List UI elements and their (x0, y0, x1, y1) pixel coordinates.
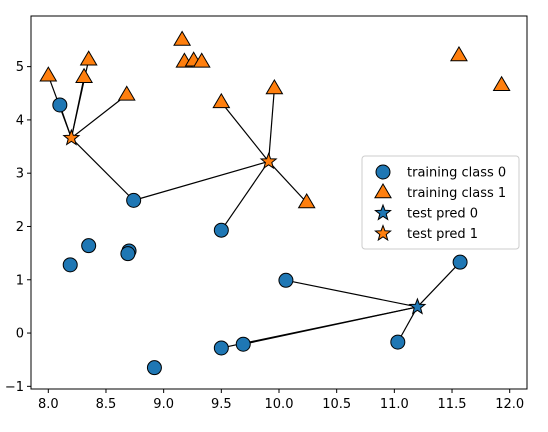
training-class-1-point (75, 67, 94, 84)
legend-training-class-1-marker (374, 183, 392, 199)
training-class-1-point (297, 193, 316, 209)
training-class-0-point (278, 272, 294, 288)
neighbor-line (268, 161, 308, 203)
x-tick-label: 9.5 (211, 397, 232, 412)
neighbor-lines-layer (47, 59, 461, 349)
legend-test-pred-0-marker (374, 203, 392, 221)
x-tick-label: 12.0 (495, 397, 524, 412)
training-class-0-point (213, 222, 229, 238)
neighbor-line (416, 261, 461, 308)
neighbor-line (221, 306, 418, 349)
x-tick-label: 10.5 (322, 397, 351, 412)
legend-test-pred-1-label: test pred 1 (407, 227, 478, 242)
training-class-1-point (192, 52, 211, 68)
training-class-0-point (81, 238, 97, 254)
training-class-1-point (173, 30, 192, 46)
training-class-0-point (213, 340, 229, 356)
training-class-0-point (126, 192, 142, 208)
x-tick-label: 8.0 (38, 397, 59, 412)
legend: training class 0 training class 1 test pre… (361, 155, 520, 250)
data-points-layer (39, 30, 511, 376)
training-class-0-point (146, 360, 162, 376)
neighbor-line (285, 279, 418, 308)
y-tick-label: 0 (16, 327, 24, 342)
x-axis: 8.0 8.5 9.0 9.5 10.0 10.5 11.0 11.5 12.0 (38, 389, 524, 412)
legend-training-class-0-label: training class 0 (407, 166, 506, 181)
x-tick-label: 8.5 (96, 397, 117, 412)
legend-test-pred-0-label: test pred 0 (407, 207, 478, 222)
legend-training-class-0-marker (375, 164, 391, 180)
training-class-1-point (117, 85, 136, 101)
training-class-0-point (120, 246, 136, 262)
training-class-1-point (265, 78, 284, 95)
legend-box (361, 155, 520, 250)
neighbor-line (70, 137, 135, 201)
neighbor-line (268, 88, 275, 162)
training-class-0-point (452, 254, 468, 270)
training-class-1-point (492, 75, 511, 92)
legend-test-pred-1-marker (374, 224, 392, 242)
training-class-1-point (79, 50, 98, 66)
y-axis: −1 0 1 2 3 4 5 (5, 60, 31, 395)
y-tick-label: −1 (5, 380, 24, 395)
training-class-1-point (212, 92, 231, 109)
neighbor-line (220, 101, 270, 162)
y-tick-label: 2 (16, 220, 24, 235)
x-tick-label: 9.0 (153, 397, 174, 412)
y-tick-label: 1 (16, 273, 24, 288)
x-tick-label: 10.0 (265, 397, 294, 412)
test-pred-1-point (259, 152, 278, 170)
training-class-1-point (449, 45, 468, 62)
neighbor-line (133, 160, 269, 201)
training-class-1-point (39, 66, 58, 82)
x-tick-label: 11.0 (380, 397, 409, 412)
test-pred-1-point (62, 128, 81, 146)
y-tick-label: 4 (16, 113, 24, 128)
training-class-0-point (390, 334, 406, 350)
neighbor-line (71, 94, 128, 139)
training-class-0-point (52, 97, 68, 113)
y-tick-label: 3 (16, 167, 24, 182)
test-pred-0-point (408, 297, 427, 315)
training-class-0-point (235, 336, 251, 352)
neighbor-line (220, 161, 270, 231)
x-tick-label: 11.5 (438, 397, 467, 412)
y-tick-label: 5 (16, 60, 24, 75)
legend-training-class-1-label: training class 1 (407, 186, 506, 201)
training-class-0-point (62, 257, 78, 273)
